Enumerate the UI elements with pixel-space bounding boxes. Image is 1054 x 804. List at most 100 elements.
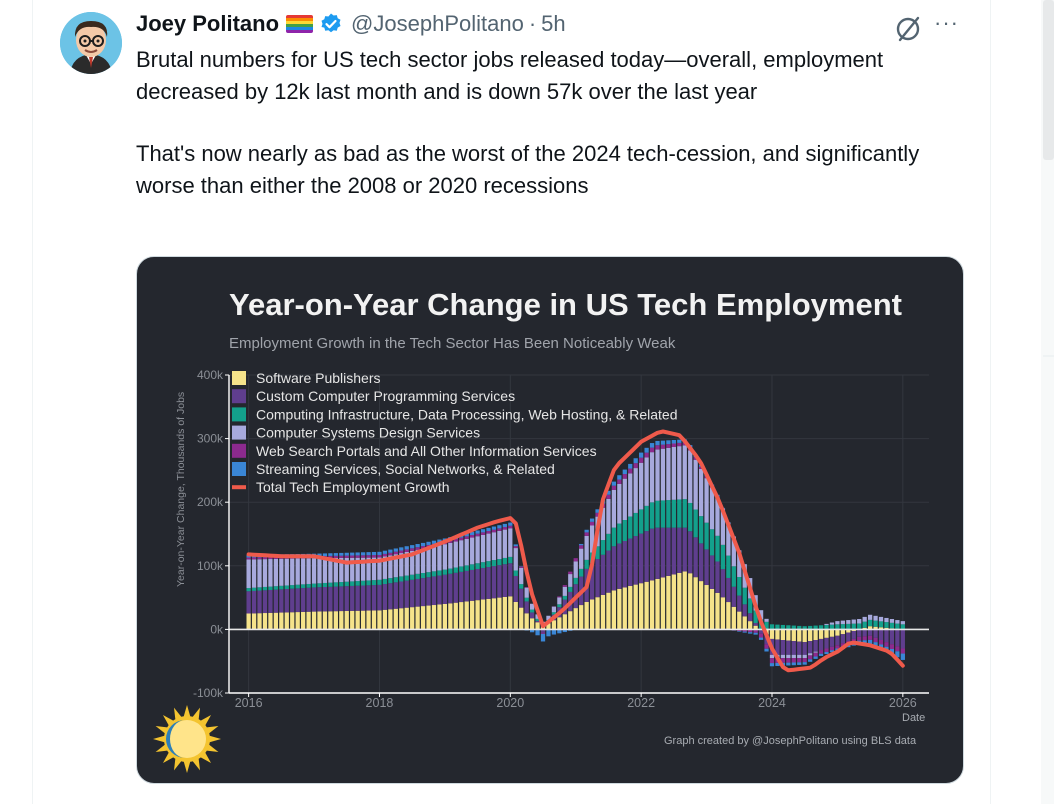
- sun-crescent: [166, 720, 185, 758]
- bar-segment-streaming: [480, 529, 486, 533]
- bar-segment-custom_programming: [355, 585, 360, 611]
- bar-segment-web_search: [595, 512, 600, 517]
- bar-segment-software: [682, 571, 687, 630]
- bar-segment-computing_infra: [671, 499, 676, 528]
- bar-segment-custom_programming: [502, 564, 507, 597]
- bar-segment-systems_design: [290, 558, 295, 586]
- bar-segment-systems_design: [851, 619, 856, 624]
- chart-image[interactable]: 400k 300k 200k 100k 0k -100k 2016 2018 2020 2022 2…: [136, 256, 964, 784]
- bar-segment-web_search: [895, 646, 900, 652]
- bar-segment-computing_infra: [268, 586, 273, 590]
- bar-segment-systems_design: [758, 610, 764, 620]
- bar-segment-systems_design: [519, 567, 524, 585]
- bar-segment-software: [878, 627, 884, 630]
- bar-segment-streaming: [742, 631, 747, 633]
- bar-segment-software: [671, 574, 676, 630]
- bar-segment-software: [513, 601, 518, 630]
- bar-segment-custom_programming: [360, 585, 366, 611]
- bar-segment-systems_design: [486, 533, 491, 562]
- bar-segment-systems_design: [780, 654, 786, 659]
- more-options-icon[interactable]: ···: [934, 10, 959, 35]
- bar-segment-software: [846, 629, 851, 633]
- bar-segment-computing_infra: [464, 565, 469, 571]
- bar-segment-custom_programming: [873, 629, 878, 638]
- bar-segment-software: [251, 613, 257, 630]
- bar-segment-software: [715, 592, 720, 630]
- y-tick-label: 400k: [197, 368, 224, 382]
- bar-segment-software: [840, 629, 845, 635]
- bar-segment-computing_infra: [262, 586, 268, 591]
- bar-segment-systems_design: [371, 557, 377, 581]
- bar-segment-web_search: [579, 545, 584, 549]
- bar-segment-custom_programming: [644, 531, 649, 582]
- bar-segment-computing_infra: [622, 520, 627, 541]
- post-timestamp[interactable]: 5h: [541, 11, 566, 36]
- bar-segment-web_search: [557, 596, 562, 598]
- legend-swatch-computing_infra: [232, 407, 246, 422]
- bar-segment-software: [355, 610, 360, 630]
- bar-segment-streaming: [797, 662, 802, 665]
- bar-segment-web_search: [606, 494, 611, 499]
- bar-segment-systems_design: [431, 546, 437, 572]
- bar-segment-systems_design: [317, 558, 322, 584]
- bar-segment-web_search: [840, 643, 845, 647]
- bar-segment-web_search: [562, 585, 567, 587]
- bar-segment-software: [797, 629, 802, 642]
- bar-segment-systems_design: [704, 478, 709, 523]
- author-name[interactable]: Joey Politano: [136, 11, 280, 36]
- bar-segment-systems_design: [535, 614, 540, 619]
- bar-segment-software: [508, 596, 513, 630]
- bar-segment-custom_programming: [290, 588, 295, 613]
- scrollbar-track[interactable]: [1041, 0, 1054, 804]
- bar-segment-streaming: [584, 529, 589, 533]
- bar-segment-streaming: [802, 662, 807, 665]
- bar-segment-systems_design: [682, 445, 687, 500]
- bar-segment-web_search: [480, 532, 486, 535]
- bar-segment-systems_design: [606, 498, 611, 534]
- bar-segment-systems_design: [562, 586, 567, 596]
- grok-icon[interactable]: [893, 14, 923, 44]
- bar-segment-computing_infra: [388, 578, 393, 584]
- bar-segment-systems_design: [322, 558, 328, 583]
- bar-segment-streaming: [475, 530, 480, 534]
- bar-segment-software: [420, 606, 426, 630]
- bar-segment-web_search: [611, 485, 617, 490]
- bar-segment-web_search: [797, 658, 802, 663]
- bar-segment-systems_design: [257, 559, 262, 588]
- avatar[interactable]: [60, 12, 122, 74]
- bar-segment-computing_infra: [666, 500, 671, 528]
- bar-segment-custom_programming: [257, 590, 262, 614]
- bar-segment-computing_infra: [780, 624, 786, 630]
- bar-segment-software: [344, 610, 349, 630]
- bar-segment-systems_design: [835, 621, 840, 625]
- bar-segment-custom_programming: [273, 589, 279, 613]
- bar-segment-web_search: [639, 457, 644, 463]
- bar-segment-web_search: [268, 557, 273, 560]
- verified-badge-icon[interactable]: [319, 12, 343, 36]
- scrollbar-thumb[interactable]: [1043, 0, 1054, 160]
- bar-segment-custom_programming: [775, 639, 780, 655]
- bar-segment-software: [589, 599, 595, 630]
- bar-segment-web_search: [273, 557, 279, 559]
- bar-segment-computing_infra: [617, 523, 622, 544]
- bar-segment-systems_design: [328, 558, 333, 583]
- bar-segment-software: [404, 607, 409, 630]
- bar-segment-custom_programming: [415, 578, 420, 607]
- author-handle[interactable]: @JosephPolitano: [351, 11, 524, 36]
- bar-segment-custom_programming: [857, 629, 862, 637]
- bar-segment-systems_design: [868, 614, 873, 620]
- bar-segment-systems_design: [698, 468, 704, 517]
- bar-segment-computing_infra: [470, 564, 475, 570]
- bar-segment-streaming: [606, 490, 611, 495]
- bar-segment-custom_programming: [791, 641, 796, 655]
- bar-segment-software: [399, 608, 404, 630]
- bar-segment-custom_programming: [399, 581, 404, 609]
- bar-segment-computing_infra: [873, 620, 878, 627]
- bar-segment-computing_infra: [486, 561, 491, 568]
- bar-segment-custom_programming: [393, 582, 398, 609]
- bar-segment-computing_infra: [535, 618, 540, 621]
- bar-segment-systems_design: [464, 538, 469, 566]
- bar-segment-web_search: [333, 555, 338, 558]
- bar-segment-streaming: [769, 663, 775, 667]
- bar-segment-web_search: [257, 557, 262, 560]
